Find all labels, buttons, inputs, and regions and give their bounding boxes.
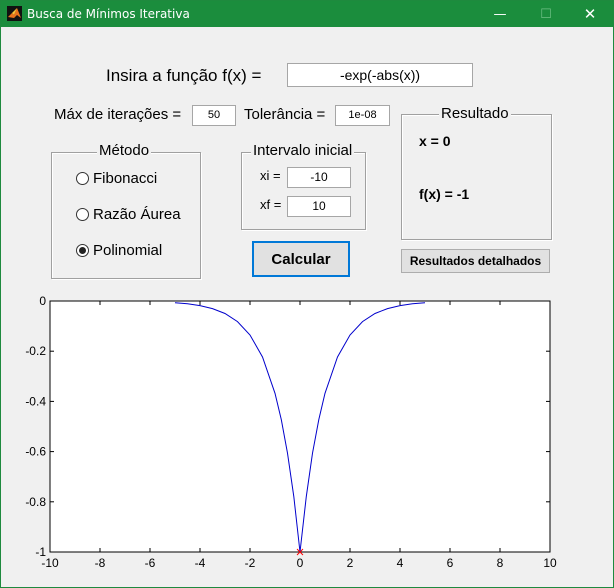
function-label: Insira a função f(x) =	[106, 66, 262, 85]
radio-circle-icon	[76, 172, 89, 185]
y-tick-label: -0.6	[25, 445, 46, 459]
x-tick-label: 10	[543, 556, 557, 570]
radio-circle-icon	[76, 208, 89, 221]
tolerance-label: Tolerância =	[244, 106, 326, 123]
matlab-icon	[7, 6, 22, 21]
x-tick-label: 2	[347, 556, 354, 570]
x-tick-label: -4	[195, 556, 206, 570]
interval-group-title: Intervalo inicial	[251, 142, 355, 159]
minimum-marker-stroke	[296, 548, 304, 556]
window-title: Busca de Mínimos Iterativa	[27, 7, 190, 21]
maximize-button[interactable]: ☐	[523, 1, 569, 27]
minimize-button[interactable]: —	[477, 1, 523, 27]
y-tick-label: 0	[39, 294, 46, 308]
close-icon: ✕	[583, 5, 597, 23]
minimum-marker	[296, 548, 304, 556]
radio-polynomial[interactable]: Polinomial	[76, 242, 162, 259]
radio-fibonacci[interactable]: Fibonacci	[76, 170, 157, 187]
plot-area	[49, 300, 551, 553]
function-plot: -10 -8 -6 -4 -2 0 2 4 6 8 10 0 -0.2 -0.4 -0.6 -0.8 -1	[25, 294, 557, 570]
result-x-value: x = 0	[419, 133, 451, 149]
y-tick-label: -0.4	[25, 394, 46, 408]
x-tick-label: 4	[397, 556, 404, 570]
maximize-icon: ☐	[540, 6, 552, 22]
xi-input[interactable]: -10	[287, 167, 351, 188]
x-tick-label: 6	[447, 556, 454, 570]
x-tick-label: -6	[145, 556, 156, 570]
result-group-title: Resultado	[439, 105, 511, 122]
y-tick-label: -1	[35, 545, 46, 559]
iterations-input[interactable]: 50	[192, 105, 236, 126]
tolerance-input[interactable]: 1e-08	[335, 105, 390, 126]
y-tick-label: -0.8	[25, 495, 46, 509]
xf-label: xf =	[260, 197, 282, 212]
x-tick-label: 8	[497, 556, 504, 570]
x-tick-label: 0	[297, 556, 304, 570]
minimize-icon: —	[493, 6, 507, 22]
result-fx-value: f(x) = -1	[419, 186, 470, 202]
iterations-label: Máx de iterações =	[54, 106, 182, 123]
x-tick-label: -8	[95, 556, 106, 570]
function-input[interactable]: -exp(-abs(x))	[287, 63, 473, 87]
method-group-title: Método	[97, 142, 152, 159]
x-tick-label: -10	[41, 556, 59, 570]
xf-input[interactable]: 10	[287, 196, 351, 217]
xi-label: xi =	[260, 168, 281, 183]
radio-selected-icon	[76, 244, 89, 257]
radio-polynomial-label: Polinomial	[93, 242, 163, 259]
detailed-results-button[interactable]: Resultados detalhados	[401, 249, 550, 273]
close-button[interactable]: ✕	[567, 1, 613, 27]
radio-golden-ratio[interactable]: Razão Áurea	[76, 206, 181, 223]
y-tick-label: -0.2	[25, 344, 46, 358]
interval-group	[241, 152, 366, 230]
radio-golden-ratio-label: Razão Áurea	[93, 206, 181, 223]
title-bar: Busca de Mínimos Iterativa — ☐ ✕	[1, 1, 613, 27]
calculate-button[interactable]: Calcular	[252, 241, 350, 277]
x-tick-label: -2	[245, 556, 256, 570]
radio-fibonacci-label: Fibonacci	[93, 170, 158, 187]
